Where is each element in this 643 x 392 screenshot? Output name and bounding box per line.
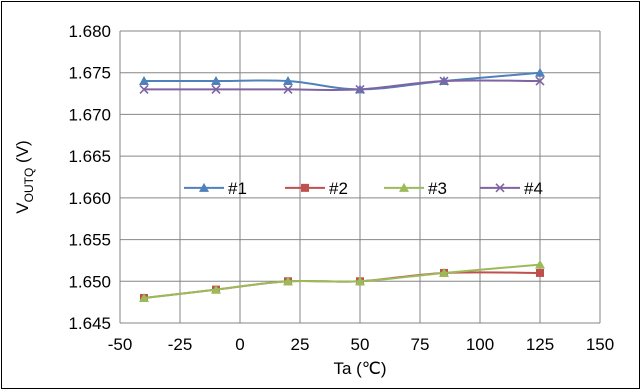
legend-marker <box>199 182 209 192</box>
y-axis-title-subscript: OUTQ <box>22 168 36 203</box>
legend-item-3: #3 <box>384 179 447 198</box>
x-mark-stroke <box>283 84 293 94</box>
legend-item-4: #4 <box>480 179 543 198</box>
data-point <box>439 76 449 86</box>
data-point <box>439 267 449 277</box>
data-point <box>211 284 221 294</box>
x-tick-label: 50 <box>351 335 370 354</box>
x-axis-title: Ta (℃) <box>333 359 386 378</box>
x-mark-stroke <box>355 84 365 94</box>
legend-label: #3 <box>428 179 447 198</box>
y-axis-title: VOUTQ (V) <box>13 140 36 213</box>
y-tick-label: 1.675 <box>68 64 111 83</box>
series-2 <box>140 268 544 302</box>
x-axis-ticks: -50 -25 0 25 50 75 100 125 150 <box>108 335 614 354</box>
data-point <box>283 76 293 86</box>
x-tick-label: 25 <box>291 335 310 354</box>
y-tick-label: 1.670 <box>68 105 111 124</box>
grid <box>119 30 601 324</box>
data-point <box>211 76 221 86</box>
x-tick-label: 75 <box>411 335 430 354</box>
y-tick-label: 1.680 <box>68 22 111 41</box>
x-mark-stroke <box>535 76 545 86</box>
data-point <box>535 259 545 269</box>
legend-marker <box>495 183 505 193</box>
x-tick-label: 150 <box>586 335 614 354</box>
data-point <box>535 67 545 77</box>
series-3 <box>139 259 545 302</box>
y-tick-label: 1.655 <box>68 231 111 250</box>
legend-marker <box>301 183 309 192</box>
x-tick-label: -50 <box>108 335 133 354</box>
data-point <box>536 268 544 277</box>
data-point <box>355 84 365 94</box>
x-mark-stroke <box>211 84 221 94</box>
data-point <box>283 84 293 94</box>
legend-label: #2 <box>329 179 348 198</box>
data-point <box>355 276 365 286</box>
series-line <box>143 263 541 299</box>
legend-label: #1 <box>228 179 247 198</box>
y-tick-label: 1.645 <box>68 314 111 333</box>
x-tick-label: 100 <box>466 335 494 354</box>
y-tick-label: 1.665 <box>68 147 111 166</box>
legend: #1 #2 #3 #4 <box>184 179 543 198</box>
x-mark-stroke <box>139 84 149 94</box>
y-axis-title-main: V <box>13 202 32 214</box>
legend-marker <box>399 182 409 192</box>
legend-label: #4 <box>524 179 543 198</box>
x-mark-stroke <box>495 183 505 193</box>
y-axis-title-unit: (V) <box>13 140 32 167</box>
data-point <box>211 84 221 94</box>
data-point <box>283 276 293 286</box>
data-point <box>535 76 545 86</box>
x-tick-label: -25 <box>168 335 193 354</box>
y-tick-label: 1.660 <box>68 189 111 208</box>
legend-item-2: #2 <box>285 179 348 198</box>
data-point <box>139 76 149 86</box>
data-point <box>139 84 149 94</box>
y-axis-ticks: 1.645 1.650 1.655 1.660 1.665 1.670 1.675 1.680 <box>68 22 111 333</box>
series-line <box>144 79 541 92</box>
series-line <box>143 271 541 299</box>
series-4 <box>139 76 545 94</box>
x-tick-label: 125 <box>526 335 554 354</box>
data-point <box>139 292 149 302</box>
legend-item-1: #1 <box>184 179 247 198</box>
y-tick-label: 1.650 <box>68 272 111 291</box>
x-mark-stroke <box>439 76 449 86</box>
series-layer <box>139 67 545 302</box>
x-tick-label: 0 <box>235 335 244 354</box>
